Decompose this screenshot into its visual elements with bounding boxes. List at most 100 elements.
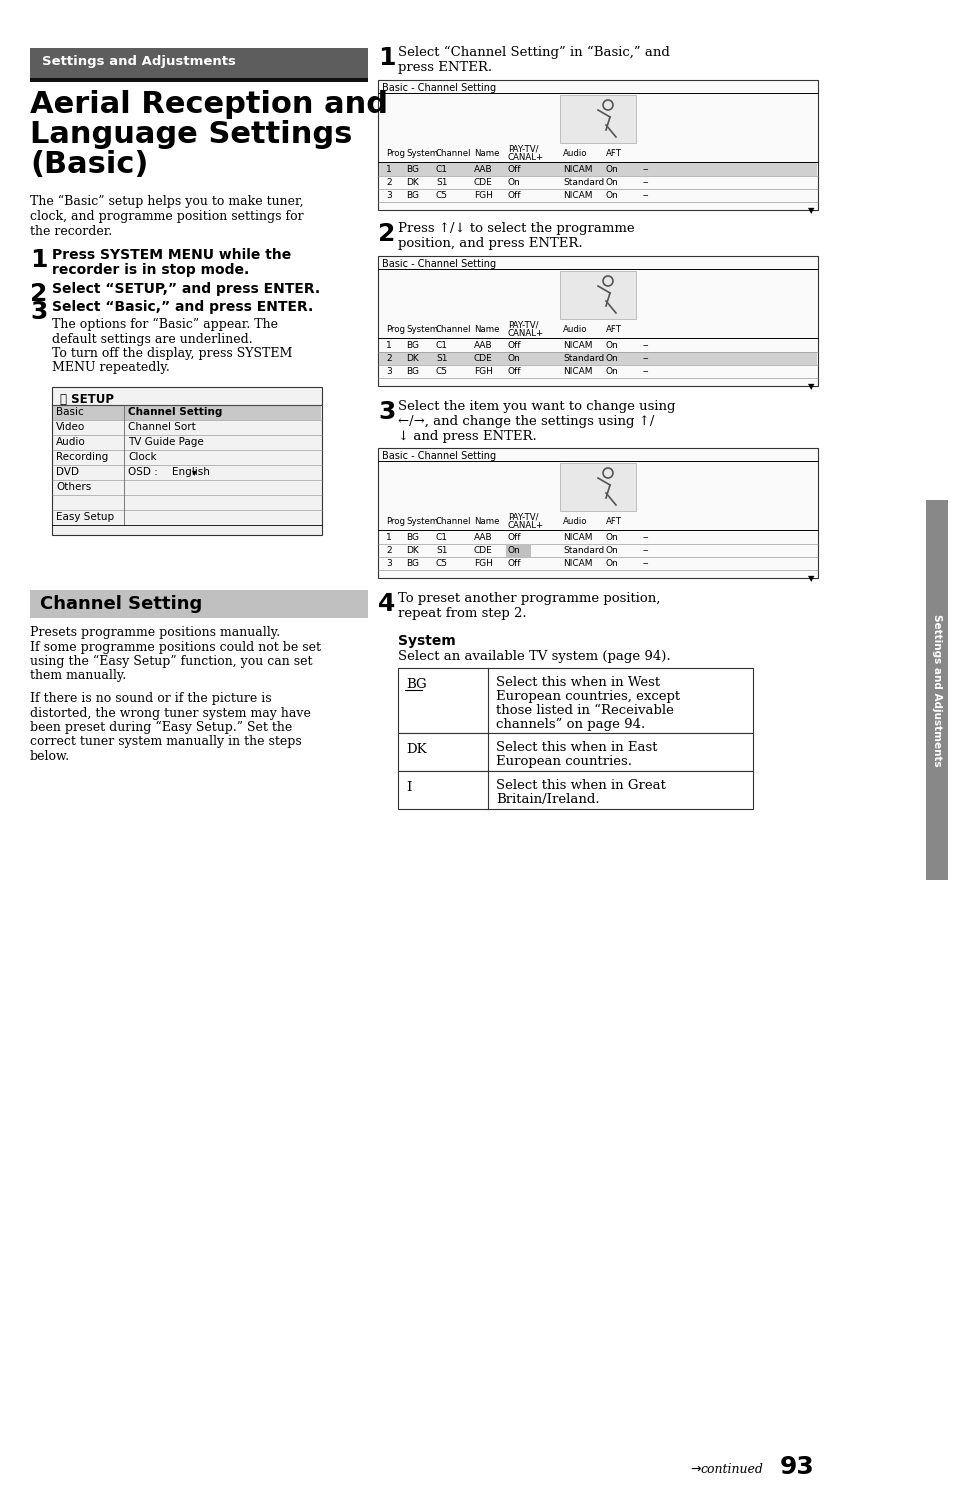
Text: System: System: [406, 149, 437, 158]
Text: S1: S1: [436, 354, 447, 363]
Text: Others: Others: [56, 481, 91, 492]
Text: To preset another programme position,: To preset another programme position,: [397, 591, 659, 605]
Text: AAB: AAB: [474, 340, 492, 351]
Text: System: System: [406, 517, 437, 526]
Text: NICAM: NICAM: [562, 533, 592, 542]
Text: below.: below.: [30, 750, 71, 762]
Text: DVD: DVD: [56, 467, 79, 477]
Text: 2: 2: [386, 354, 392, 363]
Text: On: On: [605, 340, 618, 351]
Text: Settings and Adjustments: Settings and Adjustments: [42, 55, 235, 68]
Text: NICAM: NICAM: [562, 192, 592, 201]
Text: PAY-TV/: PAY-TV/: [507, 513, 537, 522]
Bar: [30, 590, 368, 618]
Text: ⎙ SETUP: ⎙ SETUP: [60, 392, 113, 406]
Text: Off: Off: [507, 559, 521, 568]
Text: ▼: ▼: [807, 574, 814, 583]
Text: On: On: [605, 178, 618, 187]
Text: CANAL+: CANAL+: [507, 328, 543, 337]
Text: Off: Off: [507, 192, 521, 201]
Text: CDE: CDE: [474, 545, 493, 554]
Bar: [397, 669, 752, 733]
Text: 1: 1: [386, 340, 392, 351]
Text: DK: DK: [406, 178, 418, 187]
Text: 4: 4: [377, 591, 395, 617]
Text: →: →: [689, 1464, 700, 1476]
Text: CDE: CDE: [474, 178, 493, 187]
Text: BG: BG: [406, 678, 426, 691]
Text: CANAL+: CANAL+: [507, 153, 543, 162]
Text: clock, and programme position settings for: clock, and programme position settings f…: [30, 210, 303, 223]
Text: Select “Channel Setting” in “Basic,” and: Select “Channel Setting” in “Basic,” and: [397, 46, 669, 59]
Bar: [377, 80, 817, 210]
Text: (Basic): (Basic): [30, 150, 149, 178]
Text: European countries, except: European countries, except: [496, 690, 679, 703]
Text: Settings and Adjustments: Settings and Adjustments: [931, 614, 941, 767]
Text: them manually.: them manually.: [30, 670, 126, 682]
Text: 3: 3: [386, 192, 392, 201]
Text: C1: C1: [436, 165, 448, 174]
Text: Presets programme positions manually.: Presets programme positions manually.: [30, 626, 280, 639]
Text: I: I: [406, 782, 411, 794]
Text: Channel Sort: Channel Sort: [128, 422, 195, 432]
Text: FGH: FGH: [474, 192, 493, 201]
Text: 2: 2: [30, 282, 48, 306]
Text: Aerial Reception and: Aerial Reception and: [30, 91, 388, 119]
Text: C5: C5: [436, 192, 448, 201]
Text: The options for “Basic” appear. The: The options for “Basic” appear. The: [52, 318, 277, 331]
Text: ▼: ▼: [807, 382, 814, 391]
Text: Off: Off: [507, 533, 521, 542]
Text: If there is no sound or if the picture is: If there is no sound or if the picture i…: [30, 692, 272, 704]
Text: On: On: [507, 178, 520, 187]
Text: On: On: [605, 367, 618, 376]
Text: On: On: [605, 559, 618, 568]
Text: Audio: Audio: [56, 437, 86, 447]
Text: Audio: Audio: [562, 517, 587, 526]
Bar: [397, 771, 752, 808]
Text: PAY-TV/: PAY-TV/: [507, 321, 537, 330]
Bar: [30, 77, 368, 82]
Text: C5: C5: [436, 367, 448, 376]
Text: Video: Video: [56, 422, 85, 432]
Text: AAB: AAB: [474, 165, 492, 174]
Text: CANAL+: CANAL+: [507, 522, 543, 531]
Text: Channel: Channel: [436, 517, 471, 526]
Text: To turn off the display, press SYSTEM: To turn off the display, press SYSTEM: [52, 348, 292, 360]
Text: Channel Setting: Channel Setting: [40, 594, 202, 614]
Text: European countries.: European countries.: [496, 755, 631, 768]
Text: Audio: Audio: [562, 325, 587, 334]
Text: Basic: Basic: [56, 407, 84, 418]
Text: Press ↑/↓ to select the programme: Press ↑/↓ to select the programme: [397, 221, 634, 235]
Text: Name: Name: [474, 149, 499, 158]
Text: using the “Easy Setup” function, you can set: using the “Easy Setup” function, you can…: [30, 655, 313, 669]
Text: DK: DK: [406, 354, 418, 363]
Text: NICAM: NICAM: [562, 340, 592, 351]
Text: On: On: [605, 192, 618, 201]
Text: BG: BG: [406, 340, 418, 351]
Text: distorted, the wrong tuner system may have: distorted, the wrong tuner system may ha…: [30, 706, 311, 719]
Text: C5: C5: [436, 559, 448, 568]
Text: 3: 3: [377, 400, 395, 424]
Text: BG: BG: [406, 533, 418, 542]
Text: Language Settings: Language Settings: [30, 120, 352, 149]
Text: 1: 1: [30, 248, 48, 272]
Text: OSD :: OSD :: [128, 467, 157, 477]
Text: System: System: [406, 325, 437, 334]
Text: Select this when in West: Select this when in West: [496, 676, 659, 690]
Text: MENU repeatedly.: MENU repeatedly.: [52, 361, 170, 374]
Text: Basic - Channel Setting: Basic - Channel Setting: [381, 83, 496, 94]
Text: ←/→, and change the settings using ↑/: ←/→, and change the settings using ↑/: [397, 415, 654, 428]
Text: AFT: AFT: [605, 325, 621, 334]
Text: On: On: [605, 545, 618, 554]
Text: 3: 3: [386, 367, 392, 376]
Bar: [505, 544, 531, 557]
Text: press ENTER.: press ENTER.: [397, 61, 492, 74]
Text: Easy Setup: Easy Setup: [56, 513, 114, 522]
Text: English: English: [172, 467, 210, 477]
Text: --: --: [642, 533, 649, 542]
Text: ▾: ▾: [192, 467, 196, 477]
Text: Select an available TV system (page 94).: Select an available TV system (page 94).: [397, 649, 670, 663]
Text: 1: 1: [386, 165, 392, 174]
Text: C1: C1: [436, 340, 448, 351]
Text: ▼: ▼: [807, 207, 814, 215]
